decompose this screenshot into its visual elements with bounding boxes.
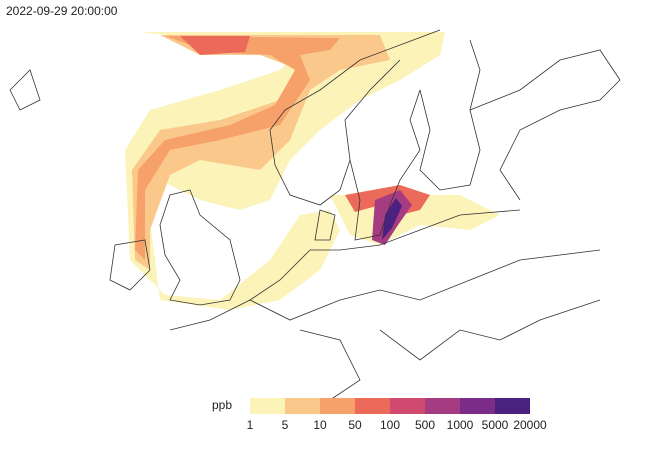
colorbar-tick-label: 10 xyxy=(313,418,327,432)
colorbar-tick-label: 20000 xyxy=(513,418,547,432)
color-bin xyxy=(425,398,460,414)
colorbar-tick-label: 5 xyxy=(282,418,289,432)
colorbar-tick-label: 100 xyxy=(380,418,400,432)
plume-area xyxy=(125,32,445,310)
color-bin xyxy=(390,398,425,414)
color-bin xyxy=(250,398,285,414)
colorbar-tick-label: 1000 xyxy=(447,418,474,432)
colorbar-tick-label: 50 xyxy=(348,418,362,432)
color-bin xyxy=(320,398,355,414)
colorbar-tick-label: 5000 xyxy=(482,418,509,432)
plume-area xyxy=(132,35,390,270)
colorbar-tick-label: 1 xyxy=(247,418,254,432)
color-bin xyxy=(495,398,530,414)
color-bin xyxy=(285,398,320,414)
plume-area xyxy=(330,195,500,245)
colorbar-tick-label: 500 xyxy=(415,418,435,432)
plume-area xyxy=(135,36,340,260)
color-bin xyxy=(460,398,495,414)
legend-label: ppb xyxy=(212,398,232,412)
colorbar: 1 5 10 50 100 500 1000 5000 20000 xyxy=(247,398,547,432)
plume-area xyxy=(180,36,250,55)
plume-area xyxy=(382,198,402,240)
plume xyxy=(125,32,500,310)
coastlines xyxy=(9,29,621,401)
color-bin xyxy=(355,398,390,414)
timestamp: 2022-09-29 20:00:00 xyxy=(6,4,118,18)
